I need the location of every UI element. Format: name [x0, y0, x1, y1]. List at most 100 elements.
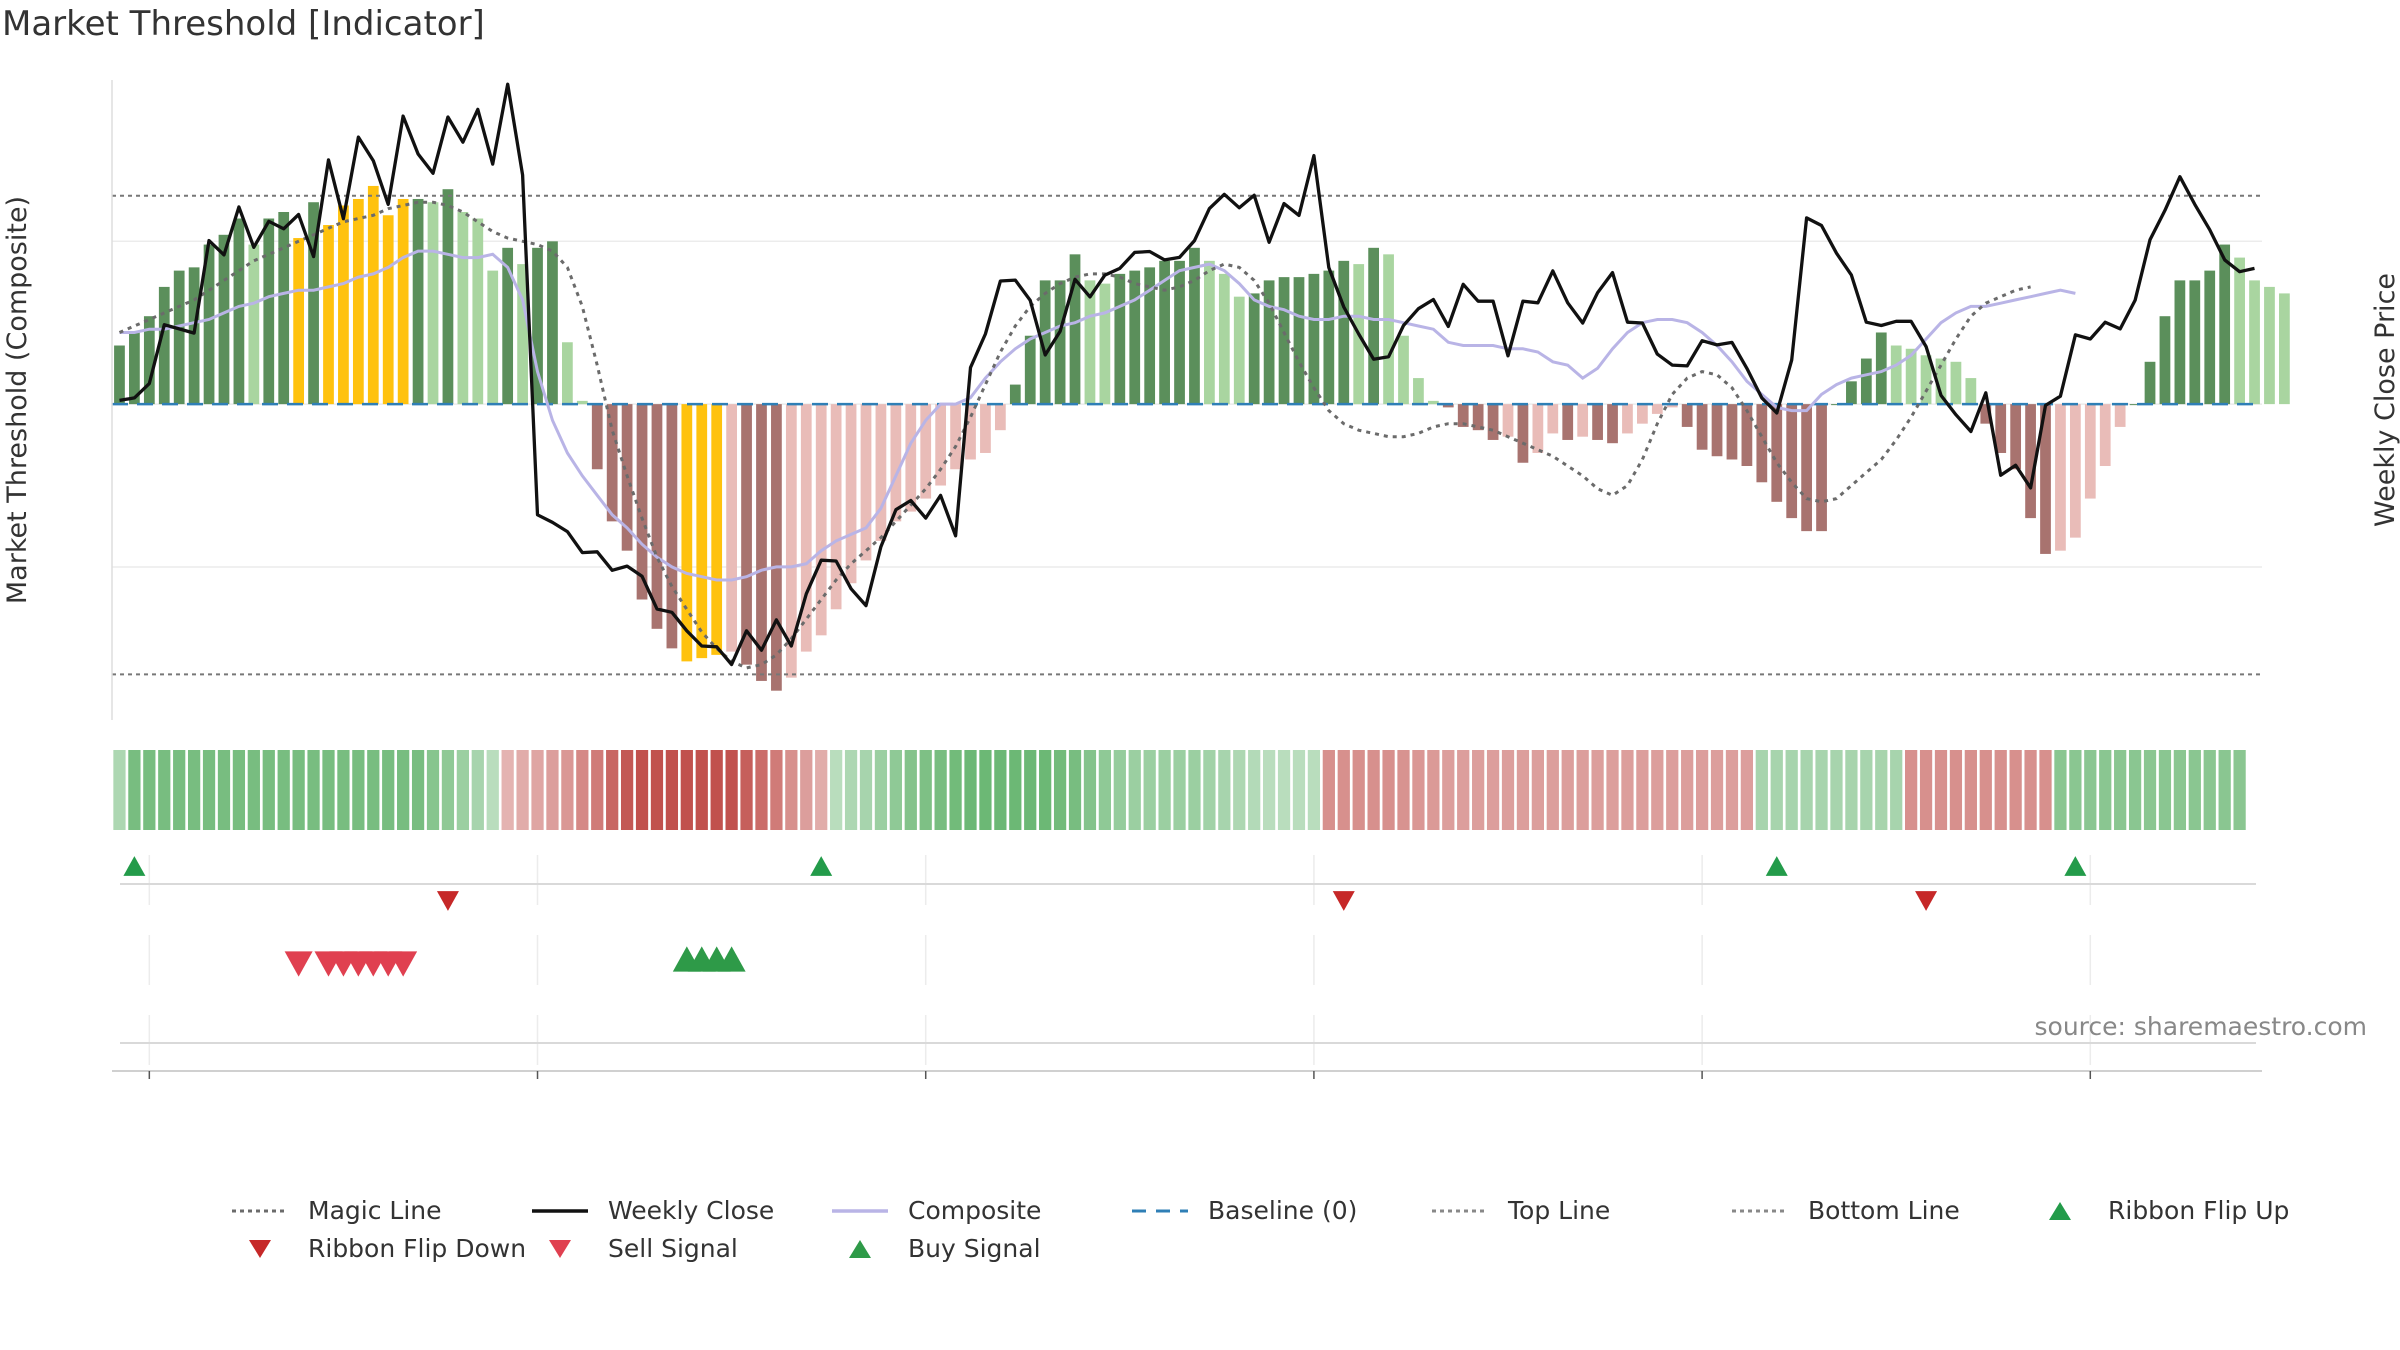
- legend-item: Buy Signal: [830, 1234, 1041, 1263]
- ribbon-cell: [904, 750, 917, 830]
- legend-label: Ribbon Flip Up: [2108, 1196, 2290, 1225]
- ribbon-cell: [1979, 750, 1992, 830]
- ribbon-cell: [441, 750, 455, 830]
- legend-swatch: [232, 1209, 288, 1212]
- signal-markers: [120, 856, 2256, 1044]
- ribbon-cell: [322, 750, 335, 830]
- ribbon-cell: [1382, 750, 1395, 830]
- composite-bar: [338, 205, 349, 405]
- composite-bar: [1935, 358, 1947, 405]
- x-axis: [112, 1070, 2262, 1079]
- ribbon-flip-up-marker: [123, 856, 146, 876]
- composite-bar: [994, 404, 1006, 431]
- ribbon-cell: [979, 750, 992, 830]
- composite-bar: [173, 270, 185, 405]
- ribbon-cell: [1755, 750, 1768, 830]
- legend-swatch: [532, 1208, 588, 1213]
- ribbon-cell: [1994, 750, 2007, 830]
- ribbon-cell: [1621, 750, 1634, 830]
- series-lines: [112, 82, 2262, 676]
- ribbon-cell: [1905, 750, 1918, 830]
- legend-swatch-mark: [549, 1239, 571, 1258]
- ribbon-cell: [2233, 750, 2246, 830]
- ribbon-cell: [1486, 750, 1500, 830]
- legend-swatch: [832, 1208, 888, 1213]
- ribbon-cell: [1053, 750, 1067, 830]
- composite-bar: [905, 404, 917, 512]
- composite-line: [119, 249, 2076, 582]
- ribbon-strip: [113, 750, 2246, 830]
- composite-bar: [1218, 273, 1230, 405]
- ribbon-cell: [2128, 750, 2142, 830]
- composite-bar: [1995, 404, 2007, 453]
- composite-bar: [1099, 283, 1111, 405]
- composite-bar: [2234, 257, 2245, 405]
- composite-bar: [1024, 335, 1036, 405]
- ribbon-cell: [665, 750, 679, 830]
- ribbon-cell: [1636, 750, 1649, 830]
- composite-bar: [397, 198, 409, 405]
- composite-bar: [1263, 280, 1275, 405]
- composite-bar: [1637, 404, 1648, 424]
- legend-swatch-mark: [249, 1239, 271, 1258]
- composite-bar: [2055, 404, 2066, 551]
- composite-bar: [293, 238, 305, 405]
- ribbon-cell: [1457, 750, 1470, 830]
- composite-bar: [1786, 404, 1798, 519]
- composite-bar: [517, 264, 528, 405]
- ribbon-cell: [501, 750, 514, 830]
- ribbon-cell: [1934, 750, 1948, 830]
- ribbon-cell: [1397, 750, 1410, 830]
- ribbon-cell: [202, 750, 216, 830]
- ribbon-cell: [576, 750, 589, 830]
- ribbon-cell: [456, 750, 469, 830]
- ribbon-cell: [859, 750, 873, 830]
- composite-bar: [2084, 404, 2096, 499]
- composite-bar: [860, 404, 872, 561]
- ribbon-cell: [1307, 750, 1321, 830]
- legend-item: Baseline (0): [1130, 1196, 1357, 1225]
- ribbon-cell: [1412, 750, 1425, 830]
- composite-bar: [606, 404, 618, 522]
- composite-bar: [547, 241, 558, 405]
- ribbon-cell: [1770, 750, 1783, 830]
- ribbon-cell: [382, 750, 395, 830]
- composite-bar: [1502, 404, 1514, 437]
- composite-bar: [1890, 345, 1902, 405]
- ribbon-cell: [606, 750, 619, 830]
- ribbon-cell: [2099, 750, 2112, 830]
- composite-bar: [1547, 404, 1559, 434]
- ribbon-cell: [1472, 750, 1485, 830]
- legend-label: Baseline (0): [1208, 1196, 1358, 1225]
- ribbon-cell: [635, 750, 649, 830]
- composite-bar: [950, 404, 961, 470]
- ribbon-cell: [2069, 750, 2082, 830]
- ribbon-cell: [1964, 750, 1977, 830]
- legend-item: Ribbon Flip Down: [230, 1234, 526, 1263]
- ribbon-cell: [844, 750, 858, 830]
- composite-bar: [1039, 280, 1051, 405]
- ribbon-cell: [1427, 750, 1440, 830]
- composite-bar: [308, 202, 319, 405]
- composite-bar: [1517, 404, 1529, 463]
- composite-bar: [1233, 296, 1245, 405]
- composite-bar: [1144, 267, 1156, 405]
- composite-bar: [711, 404, 723, 655]
- composite-bar: [412, 198, 424, 405]
- composite-bar: [681, 404, 693, 662]
- composite-bar: [1413, 378, 1424, 405]
- composite-bar: [1009, 384, 1021, 405]
- ribbon-cell: [1740, 750, 1754, 830]
- legend-label: Weekly Close: [608, 1196, 775, 1225]
- composite-bar: [532, 247, 543, 405]
- ribbon-cell: [2188, 750, 2201, 830]
- legend-item: Sell Signal: [530, 1234, 738, 1263]
- legend-label: Ribbon Flip Down: [308, 1234, 527, 1263]
- ribbon-cell: [815, 750, 828, 830]
- composite-bar: [2174, 280, 2186, 405]
- composite-bar: [1457, 404, 1469, 427]
- ribbon-flip-down-marker: [1332, 891, 1355, 911]
- composite-bar: [2204, 270, 2216, 405]
- ribbon-flip-up-marker: [810, 856, 833, 876]
